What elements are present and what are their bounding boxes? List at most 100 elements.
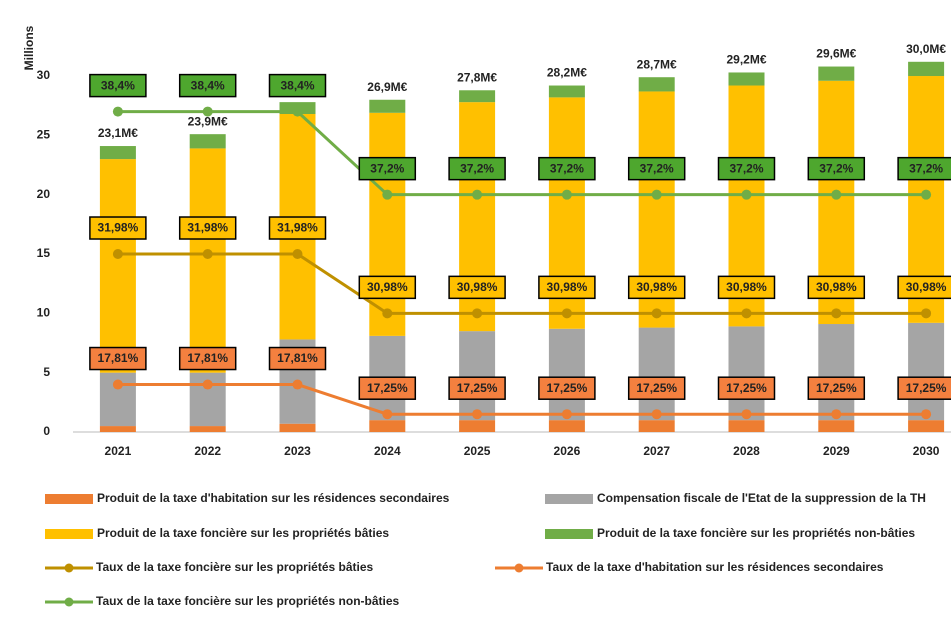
rate-label: 31,98%	[187, 221, 228, 235]
rate-point	[202, 249, 213, 260]
x-tick-label: 2030	[913, 444, 940, 458]
total-label: 23,9M€	[188, 114, 228, 128]
rate-label-box	[358, 275, 417, 300]
bar-segment	[818, 324, 855, 421]
rate-point	[651, 308, 662, 319]
rate-label: 17,25%	[816, 381, 857, 395]
rate-label: 37,2%	[729, 161, 763, 175]
rate-label: 38,4%	[191, 78, 225, 92]
rate-label: 30,98%	[726, 280, 767, 294]
bar-segment	[818, 66, 855, 81]
rate-line	[117, 252, 927, 315]
x-tick-label: 2023	[284, 444, 311, 458]
rate-label-box	[89, 73, 147, 98]
legend-swatch	[64, 597, 74, 607]
bar-segment	[728, 420, 765, 432]
rate-point	[561, 308, 572, 319]
rate-label: 17,25%	[636, 381, 677, 395]
bar-segment	[189, 134, 226, 149]
bar-segment	[908, 322, 945, 421]
bar-segment	[818, 420, 855, 432]
rate-label: 30,98%	[816, 280, 857, 294]
rate-label-box	[448, 376, 506, 400]
rate-point	[112, 379, 123, 390]
rate-label-box	[178, 73, 237, 98]
bar-segment	[369, 420, 406, 432]
rate-point	[921, 189, 932, 200]
bar-segment	[908, 61, 945, 77]
rate-point	[382, 189, 393, 200]
rate-point	[112, 106, 123, 117]
legend-swatch	[45, 494, 93, 504]
rate-point	[202, 106, 213, 117]
bar-segment	[369, 112, 406, 336]
rate-label-box	[448, 275, 506, 300]
rate-point	[831, 409, 842, 420]
rate-label: 37,2%	[370, 161, 404, 175]
rate-label-box	[627, 376, 686, 400]
rate-point	[741, 308, 752, 319]
bar-segment	[908, 420, 945, 432]
total-label: 30,0M€	[906, 42, 946, 56]
rate-label: 37,2%	[640, 161, 674, 175]
bar-segment	[728, 326, 765, 421]
legend-swatch	[64, 563, 74, 573]
rate-point	[382, 409, 393, 420]
bar-segment	[459, 331, 496, 421]
rate-point	[292, 249, 303, 260]
y-tick-label: 0	[43, 424, 50, 438]
rate-label-box	[627, 275, 686, 300]
rate-label: 38,4%	[280, 78, 314, 92]
bar-segment	[99, 426, 136, 432]
x-tick-label: 2021	[105, 444, 132, 458]
bar-segment	[728, 72, 765, 86]
rate-label-box	[717, 376, 776, 400]
x-tick-label: 2027	[643, 444, 670, 458]
total-label: 28,2M€	[547, 66, 587, 80]
rate-point	[651, 189, 662, 200]
legend-label: Compensation fiscale de l'Etat de la sup…	[597, 491, 926, 505]
rate-label: 30,98%	[367, 280, 408, 294]
legend-label: Produit de la taxe d'habitation sur les …	[97, 491, 450, 505]
rate-label: 30,98%	[547, 280, 588, 294]
rate-label: 30,98%	[457, 280, 498, 294]
legend-label: Taux de la taxe d'habitation sur les rés…	[546, 560, 884, 574]
bar-segment	[638, 77, 675, 92]
bar-segment	[548, 420, 585, 432]
rate-label-box	[538, 156, 596, 181]
x-tick-label: 2029	[823, 444, 850, 458]
rate-label-box	[178, 346, 237, 371]
rate-label: 30,98%	[636, 280, 677, 294]
rate-label: 37,2%	[909, 161, 943, 175]
rate-label: 30,98%	[906, 280, 947, 294]
rate-label: 17,25%	[906, 381, 947, 395]
rate-label-box	[807, 376, 866, 400]
rate-point	[472, 189, 483, 200]
rate-point	[472, 308, 483, 319]
rate-label-box	[268, 73, 327, 98]
total-label: 29,2M€	[726, 53, 766, 67]
rate-label-box	[89, 216, 147, 240]
bar-segment	[99, 159, 136, 373]
y-tick-label: 5	[43, 365, 50, 379]
rate-label-box	[178, 216, 237, 240]
rate-label: 17,81%	[98, 351, 139, 365]
rate-label: 31,98%	[277, 221, 318, 235]
rate-point	[561, 409, 572, 420]
rate-point	[472, 409, 483, 420]
rate-line	[117, 110, 927, 197]
bar-segment	[99, 146, 136, 160]
rate-label-box	[717, 156, 776, 181]
total-label: 28,7M€	[637, 57, 677, 71]
rate-label: 17,81%	[187, 351, 228, 365]
rate-label: 37,2%	[819, 161, 853, 175]
legend-label: Taux de la taxe foncière sur les proprié…	[96, 594, 400, 608]
y-tick-label: 20	[37, 187, 51, 201]
rate-label: 37,2%	[460, 161, 494, 175]
y-tick-label: 15	[37, 246, 51, 260]
total-label: 23,1M€	[98, 126, 138, 140]
rate-point	[202, 379, 213, 390]
legend-label: Produit de la taxe foncière sur les prop…	[597, 526, 915, 540]
bar-segment	[279, 423, 316, 432]
